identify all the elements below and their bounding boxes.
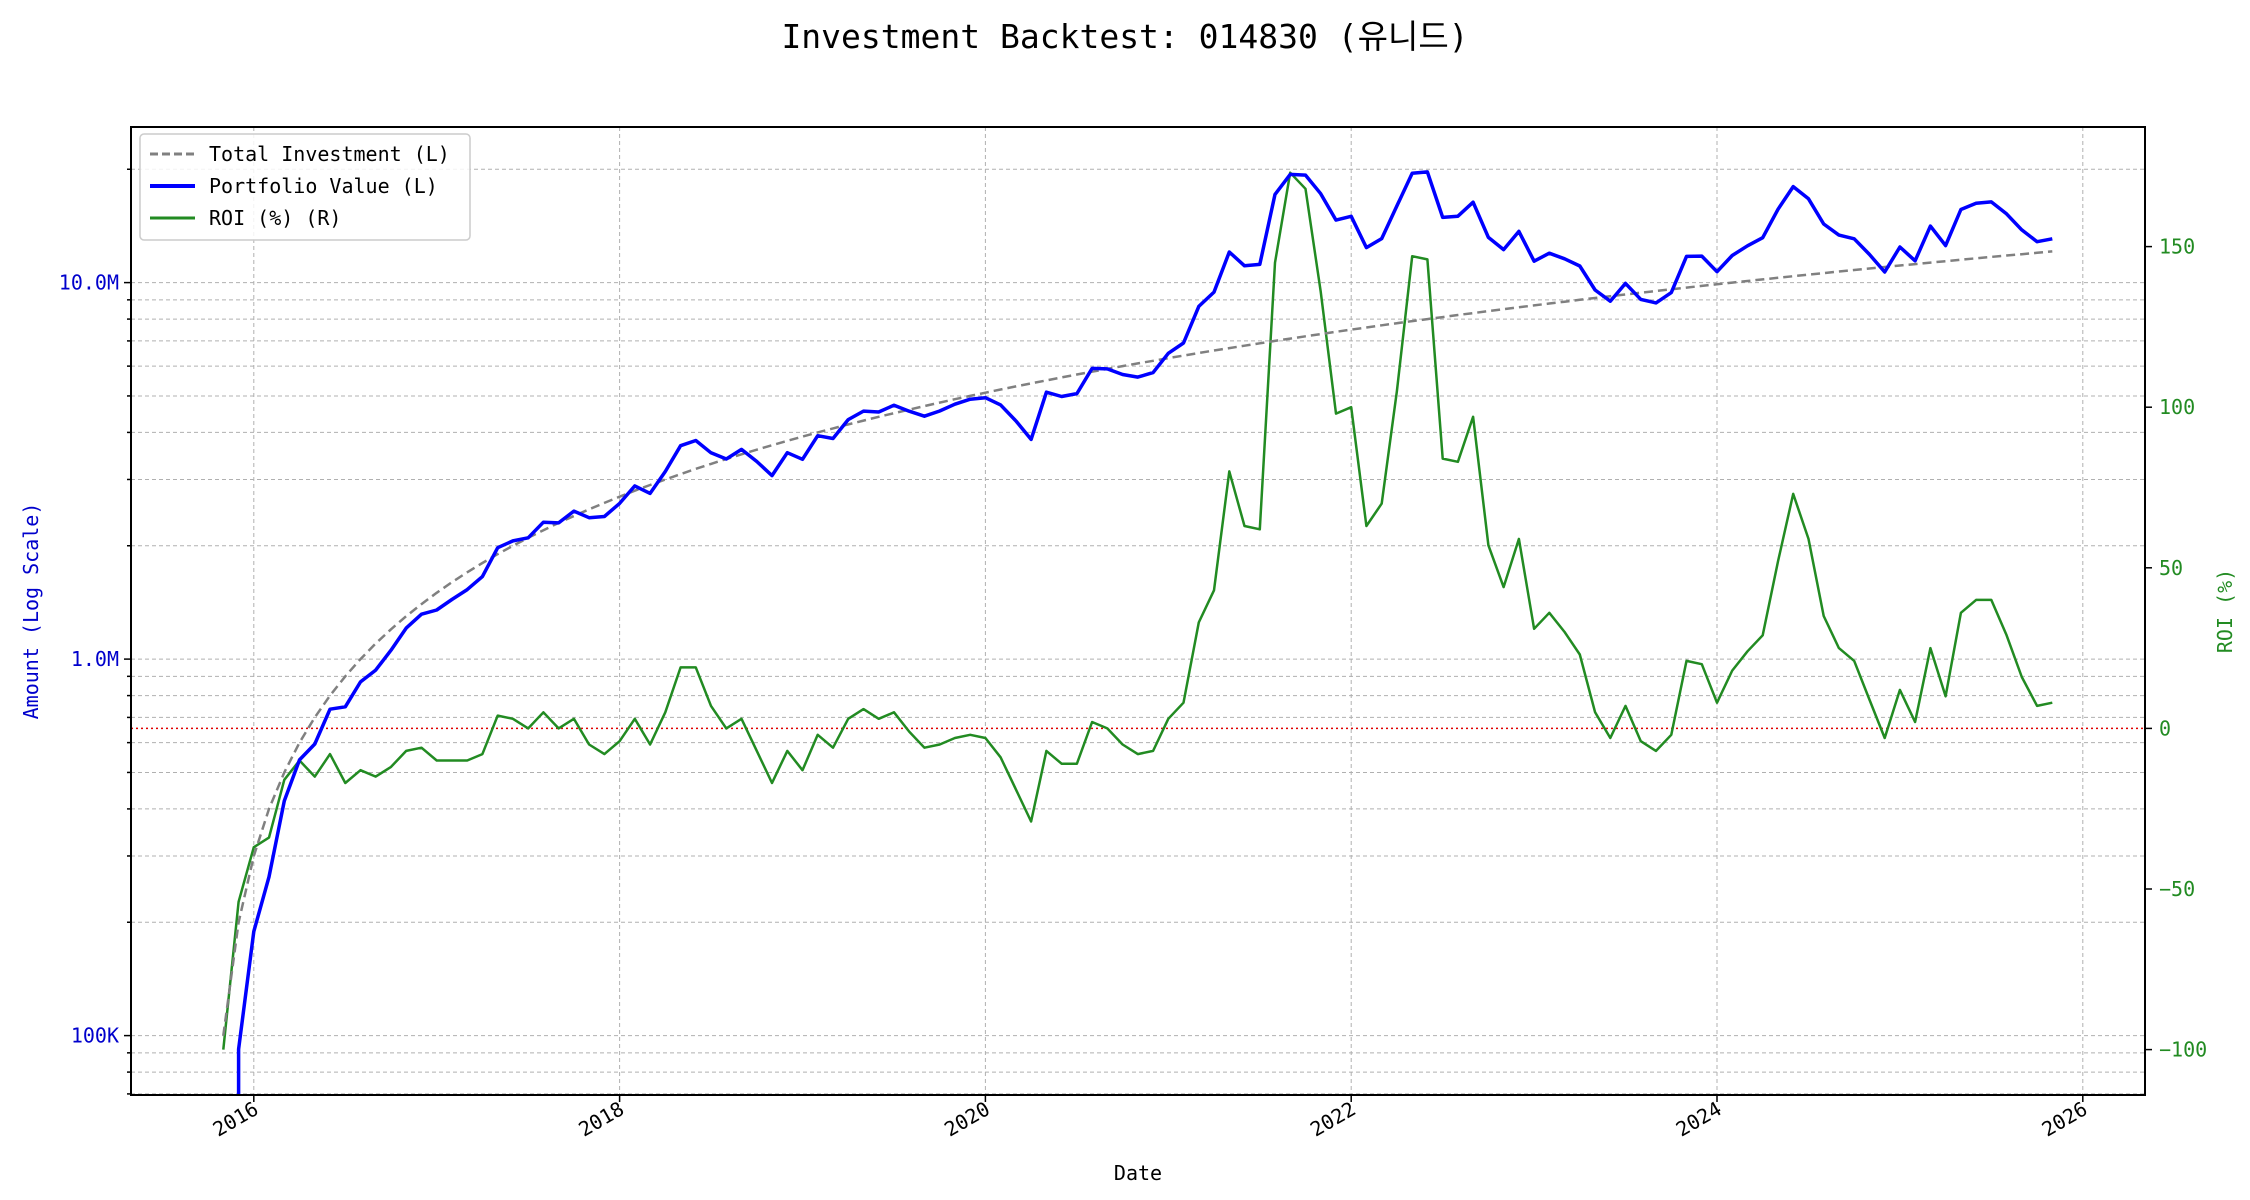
portfolio-value-line: [236, 170, 2053, 1095]
y-right-tick-label: 0: [2159, 716, 2171, 740]
plot-frame: [130, 126, 2146, 1096]
legend: Total Investment (L) Portfolio Value (L)…: [139, 133, 471, 241]
y-right-tick-label: −100: [2159, 1038, 2207, 1062]
right-y-axis-label: ROI (%): [2213, 569, 2237, 653]
y-left-tick-label: 1.0M: [71, 647, 119, 671]
x-axis-label: Date: [1114, 1161, 1162, 1185]
y-right-tick-label: 50: [2159, 556, 2183, 580]
y-right-tick-label: 100: [2159, 395, 2195, 419]
left-y-axis: 100K 1.0M 10.0M: [59, 168, 131, 1095]
right-y-axis: −100 −50 0 50 100 150: [2145, 235, 2207, 1062]
legend-box: [139, 133, 471, 241]
y-left-tick-label: 10.0M: [59, 271, 119, 295]
chart-title: Investment Backtest: 014830 (유니드): [781, 17, 1468, 56]
legend-label-total-investment: Total Investment (L): [209, 142, 450, 166]
legend-label-portfolio-value: Portfolio Value (L): [209, 174, 438, 198]
y-right-tick-label: 150: [2159, 235, 2195, 259]
left-y-axis-label: Amount (Log Scale): [19, 503, 43, 720]
y-left-tick-label: 100K: [71, 1024, 119, 1048]
roi-line: [222, 171, 2053, 1050]
legend-label-roi: ROI (%) (R): [209, 206, 341, 230]
series-layer: [222, 170, 2053, 1096]
grid-lines: [131, 127, 2145, 1095]
y-right-tick-label: −50: [2159, 877, 2195, 901]
